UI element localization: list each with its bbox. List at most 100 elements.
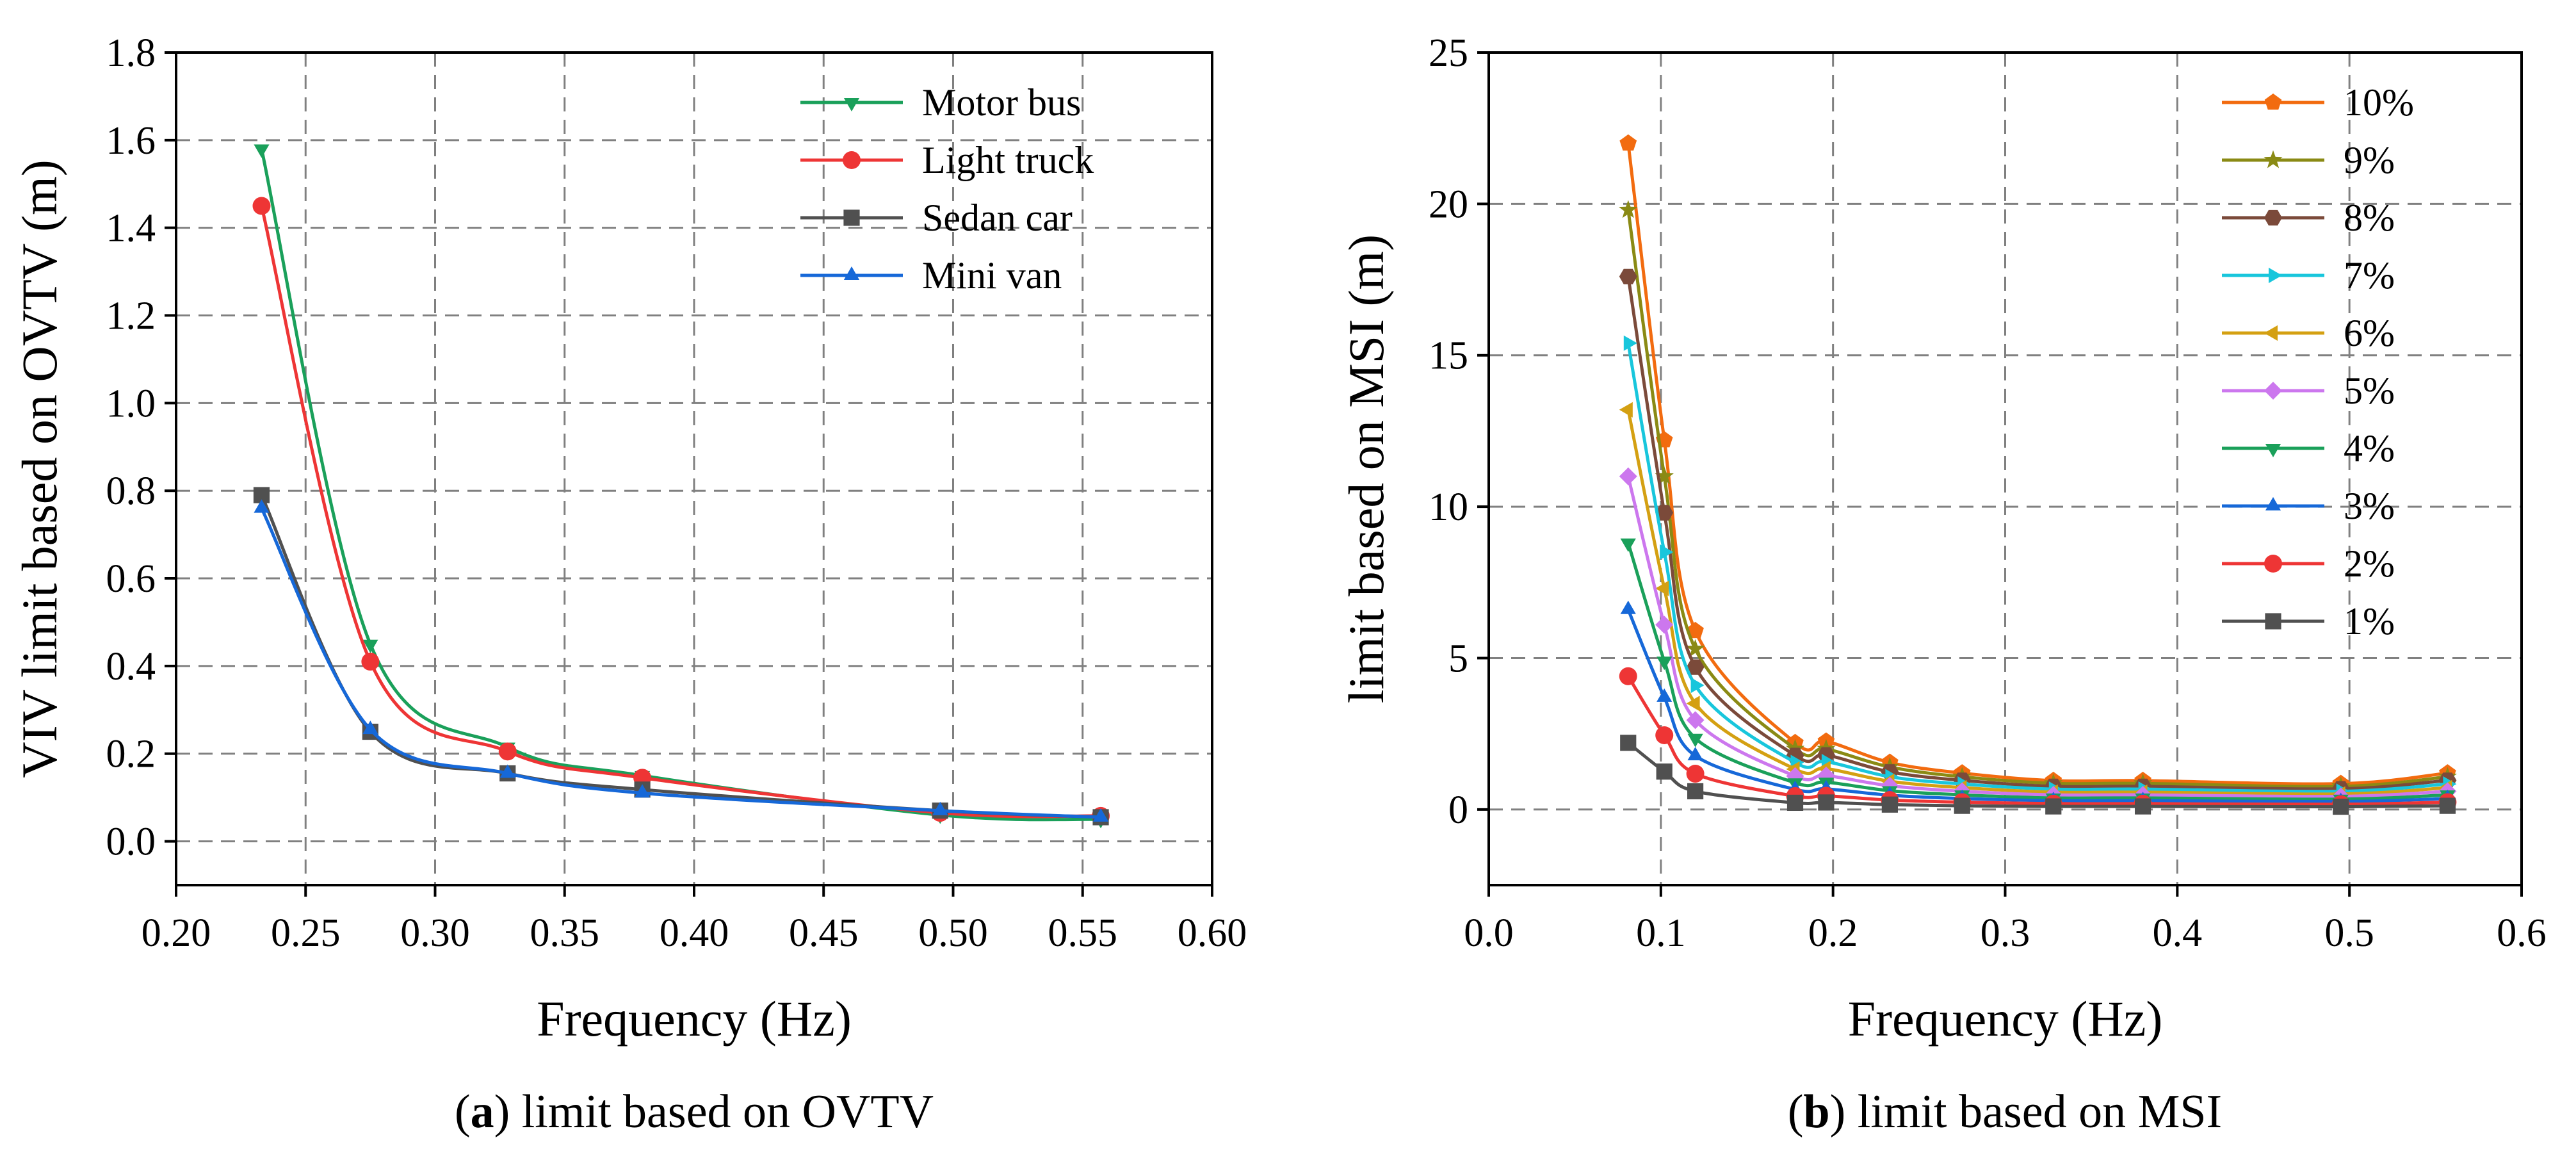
y-axis-title: limit based on MSI (m): [1338, 234, 1394, 703]
legend-item: Light truck: [800, 139, 1094, 181]
legend-label: 4%: [2344, 427, 2395, 469]
x-axis-title: Frequency (Hz): [537, 991, 852, 1047]
y-tick-label: 20: [1429, 183, 1468, 226]
y-tick-label: 25: [1429, 31, 1468, 75]
series-sedan-car: [253, 487, 1109, 826]
series-line: [1626, 343, 2448, 794]
data-point: [1620, 735, 1637, 751]
data-point: [1686, 659, 1705, 675]
series-8-: [1619, 268, 2457, 797]
legend-marker: [2265, 613, 2281, 630]
x-axis-title: Frequency (Hz): [1848, 991, 2163, 1047]
legend-label: 6%: [2344, 312, 2395, 354]
x-axis: 0.20 0.25 0.30 0.35 0.40 0.45 0.50 0.55 0.60: [142, 885, 1247, 955]
series-line: [260, 494, 1101, 819]
y-tick-label: 1.0: [106, 382, 156, 425]
legend-item: 8%: [2222, 197, 2395, 239]
x-tick-label: 0.50: [918, 911, 988, 955]
x-tick-label: 0.1: [1636, 911, 1686, 955]
gridlines: [176, 53, 1212, 885]
legend: 10% 9% 8% 7% 6% 5% 4% 3% 2% 1%: [2222, 81, 2414, 642]
series-line: [260, 507, 1101, 819]
legend-item: Mini van: [800, 254, 1062, 297]
y-axis: 0 5 10 15 20 25: [1429, 31, 1489, 832]
data-point: [1655, 466, 1674, 485]
x-tick-label: 0.45: [789, 911, 859, 955]
data-point: [1092, 808, 1109, 822]
caption-label: b: [1803, 1086, 1829, 1138]
legend-item: Motor bus: [800, 81, 1081, 124]
x-tick-label: 0.3: [1981, 911, 2030, 955]
series-3-: [1620, 600, 2456, 806]
legend-marker: [2264, 325, 2278, 341]
data-point: [1655, 726, 1674, 744]
y-tick-label: 1.6: [106, 119, 156, 163]
data-point: [1620, 600, 1636, 614]
data-point: [498, 742, 517, 761]
data-point: [362, 721, 378, 735]
y-tick-label: 15: [1429, 334, 1468, 378]
data-point: [1657, 656, 1673, 671]
data-point: [1655, 615, 1674, 634]
y-tick-label: 0.8: [106, 469, 156, 513]
data-point: [1881, 796, 1898, 813]
series-line: [260, 205, 1101, 819]
caption-open: (: [1788, 1086, 1804, 1138]
legend-label: Motor bus: [922, 81, 1081, 124]
legend-label: 9%: [2344, 139, 2395, 181]
legend-label: Sedan car: [922, 197, 1073, 239]
x-tick-label: 0.40: [660, 911, 729, 955]
data-point: [499, 764, 515, 778]
series-5-: [1619, 467, 2457, 806]
legend-marker: [2265, 497, 2281, 510]
legend-item: 3%: [2222, 485, 2395, 527]
series-line: [1626, 608, 2448, 804]
y-axis: 0.0 0.2 0.4 0.6 0.8 1.0 1.2 1.4 1.6 1.8: [106, 31, 176, 864]
legend-label: Light truck: [922, 139, 1094, 181]
y-tick-label: 1.8: [106, 31, 156, 75]
x-tick-label: 0.4: [2153, 911, 2203, 955]
data-point: [2134, 798, 2151, 815]
legend-marker: [843, 209, 860, 226]
caption: (b) limit based on MSI: [1788, 1086, 2222, 1138]
legend-label: 1%: [2344, 600, 2395, 642]
legend-label: 5%: [2344, 370, 2395, 412]
data-point: [1656, 763, 1673, 780]
legend-item: 6%: [2222, 312, 2395, 354]
caption-text: limit based on MSI: [1845, 1086, 2222, 1138]
series-10-: [1619, 134, 2456, 791]
series-7-: [1623, 335, 2457, 799]
y-tick-label: 0.0: [106, 820, 156, 864]
data-point: [361, 653, 380, 671]
legend-label: 10%: [2344, 81, 2414, 124]
gridlines: [1489, 53, 2522, 885]
series-1-: [1620, 735, 2456, 815]
x-tick-label: 0.35: [530, 911, 600, 955]
data-point: [1619, 134, 1637, 151]
series-4-: [1620, 538, 2456, 808]
legend-item: 4%: [2222, 427, 2395, 469]
data-point: [362, 639, 378, 653]
y-tick-label: 1.4: [106, 207, 156, 250]
data-point: [1619, 200, 1638, 218]
data-point: [1619, 402, 1633, 418]
data-point: [1690, 677, 1705, 694]
data-point: [1620, 538, 1636, 552]
series-mini-van: [254, 499, 1109, 822]
data-point: [1619, 667, 1637, 685]
y-tick-label: 0: [1448, 788, 1468, 832]
data-point: [1687, 621, 1704, 639]
x-tick-label: 0.6: [2497, 911, 2547, 955]
x-tick-label: 0.20: [142, 911, 211, 955]
legend-label: 7%: [2344, 254, 2395, 297]
data-point: [1655, 505, 1674, 521]
data-point: [252, 197, 271, 215]
y-tick-label: 10: [1429, 485, 1468, 529]
series-line: [1626, 209, 2448, 788]
series-line: [1626, 542, 2448, 801]
caption-close: ): [494, 1086, 510, 1138]
legend-item: 9%: [2222, 139, 2395, 181]
caption-close: ): [1830, 1086, 1846, 1138]
legend-marker: [843, 266, 860, 280]
data-point: [932, 801, 948, 815]
